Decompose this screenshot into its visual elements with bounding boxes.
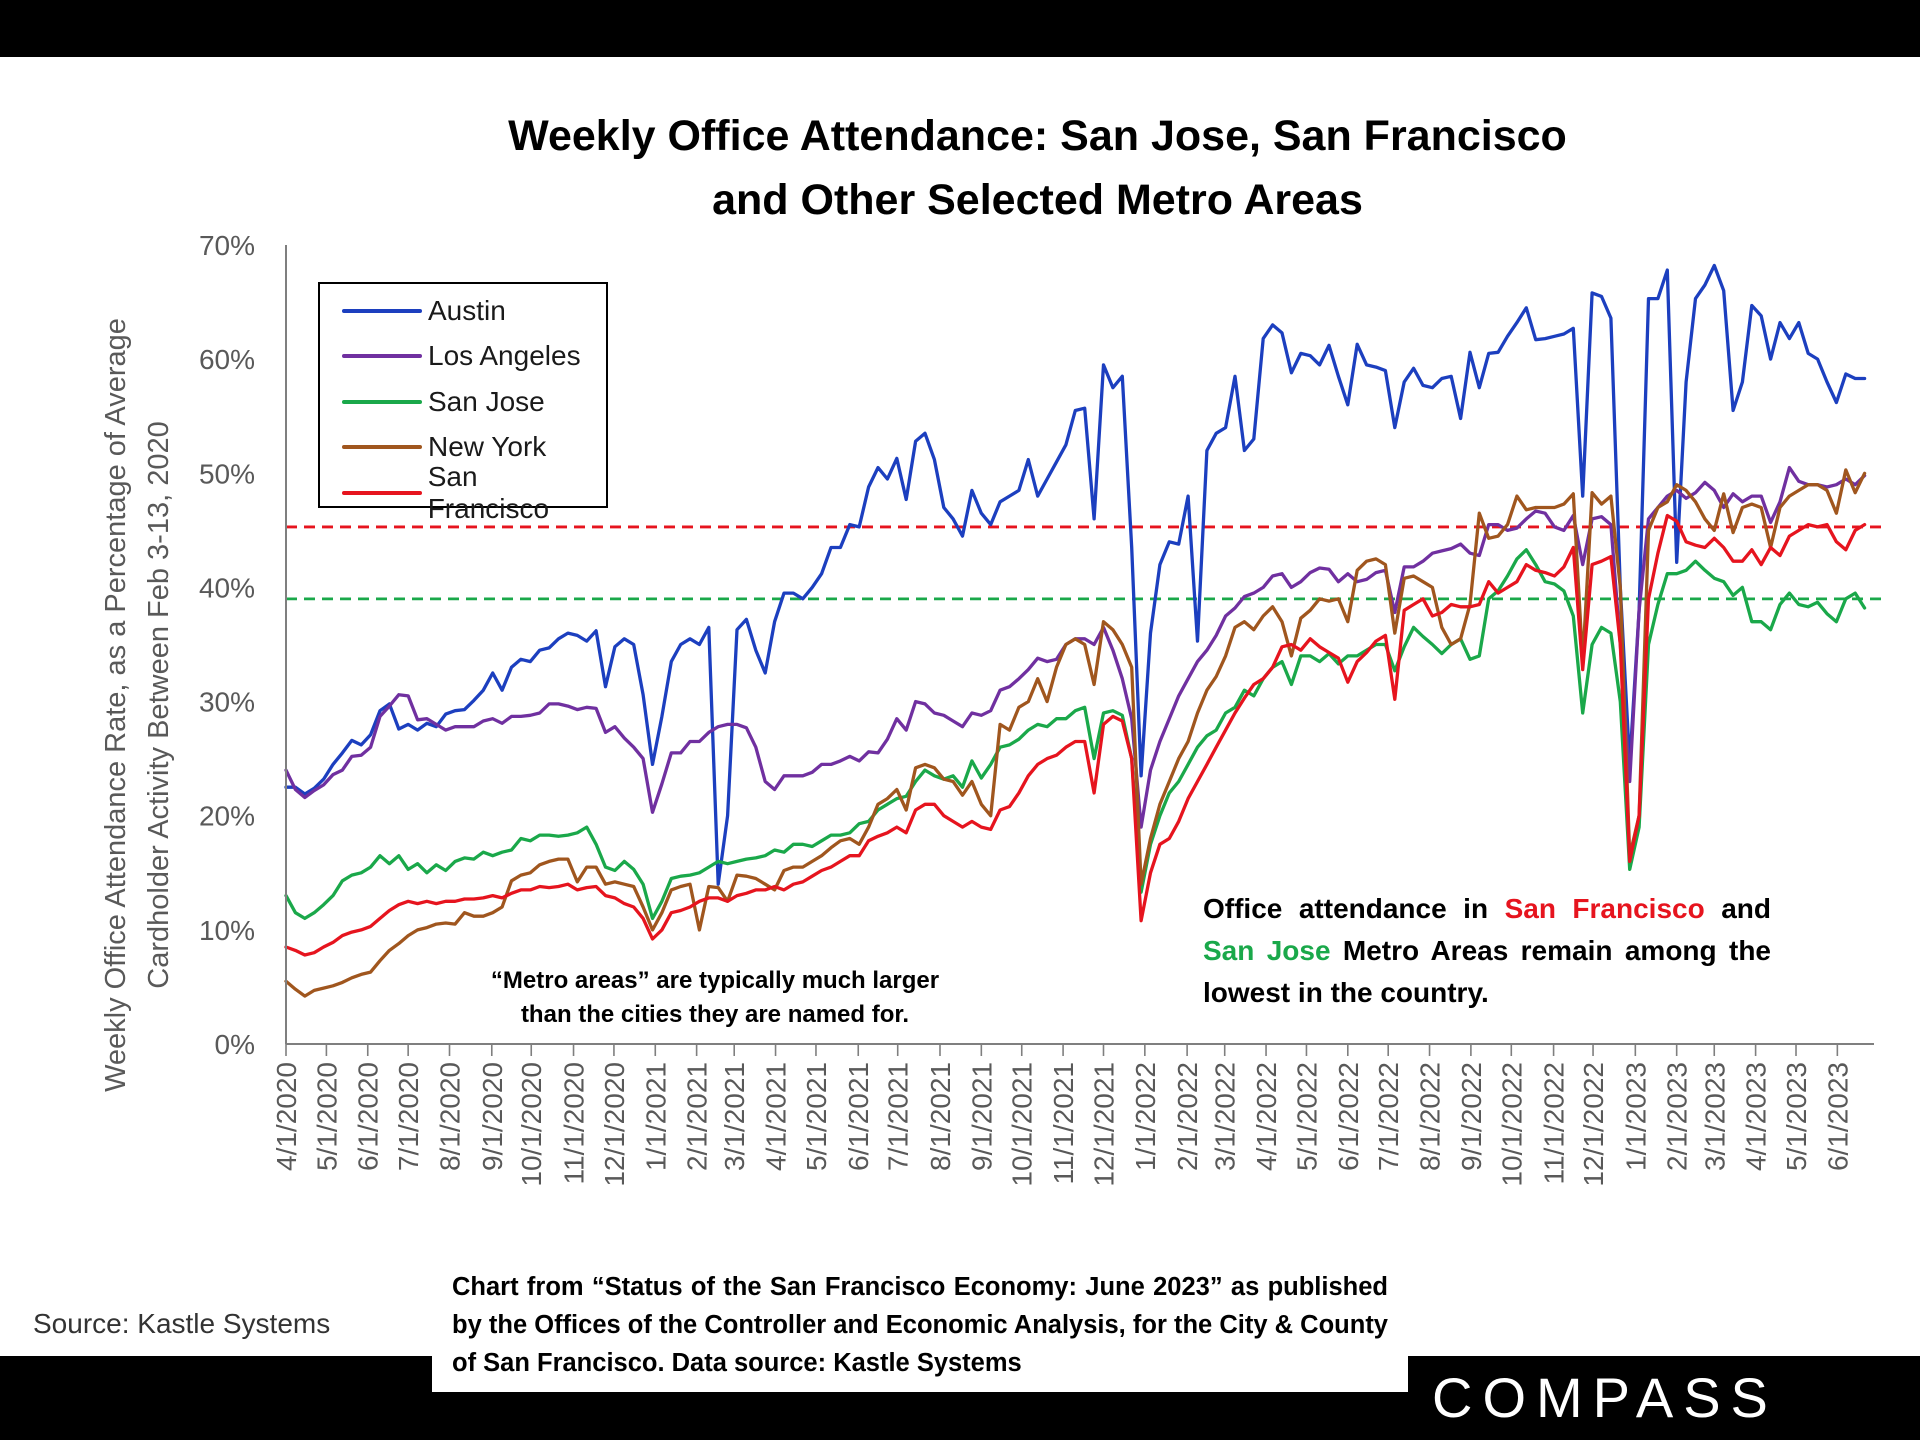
series-line-austin: [284, 263, 1867, 886]
x-tick-label: 6/1/2022: [1333, 1062, 1364, 1171]
legend-swatch-los-angeles: [342, 354, 422, 359]
x-tick-label: 5/1/2021: [801, 1062, 832, 1171]
chart-title-line-2: and Other Selected Metro Areas: [712, 176, 1363, 224]
x-tick-label: 4/1/2023: [1741, 1062, 1772, 1171]
x-tick-label: 3/1/2021: [719, 1062, 750, 1171]
y-tick-label: 50%: [199, 458, 255, 489]
legend-item-new-york: New York: [320, 425, 606, 471]
axes: [285, 245, 1874, 1056]
x-tick-label: 1/1/2021: [640, 1062, 671, 1171]
x-tick-label: 7/1/2020: [393, 1062, 424, 1171]
legend-label-new-york: New York: [428, 431, 547, 463]
x-tick-label: 10/1/2022: [1496, 1062, 1527, 1187]
x-tick-label: 2/1/2021: [682, 1062, 713, 1171]
reference-lines: [286, 525, 1882, 601]
x-tick-label: 5/1/2020: [311, 1062, 342, 1171]
y-tick-label: 20%: [199, 801, 255, 832]
y-tick-label: 30%: [199, 687, 255, 718]
x-tick-label: 7/1/2021: [883, 1062, 914, 1171]
chart-legend: Austin Los Angeles San Jose New York San…: [318, 282, 608, 524]
y-tick-label: 70%: [199, 230, 255, 261]
x-tick-label: 11/1/2021: [1048, 1062, 1079, 1185]
x-tick-label: 7/1/2022: [1373, 1062, 1404, 1171]
x-tick-label: 12/1/2021: [1088, 1062, 1119, 1187]
metro-areas-note: “Metro areas” are typically much larger …: [440, 964, 990, 1032]
y-tick-label: 10%: [199, 915, 255, 946]
legend-label-austin: Austin: [428, 294, 506, 326]
attendance-note-san-jose: San Jose: [1203, 935, 1331, 966]
x-tick-label: 3/1/2022: [1210, 1062, 1241, 1171]
chart-title-line-1: Weekly Office Attendance: San Jose, San …: [508, 112, 1567, 160]
legend-swatch-austin: [342, 308, 422, 313]
legend-item-los-angeles: Los Angeles: [320, 334, 606, 380]
x-tick-label: 12/1/2020: [599, 1062, 630, 1187]
x-tick-label: 5/1/2023: [1781, 1062, 1812, 1171]
x-tick-label: 6/1/2023: [1822, 1062, 1853, 1171]
y-tick-label: 60%: [199, 344, 255, 375]
attendance-note: Office attendance in San Francisco and S…: [1203, 888, 1771, 1014]
legend-swatch-san-jose: [342, 399, 422, 404]
x-tick-label: 8/1/2020: [434, 1062, 465, 1171]
legend-item-austin: Austin: [320, 288, 606, 334]
series-line-san-jose: [284, 548, 1867, 921]
x-tick-label: 1/1/2023: [1620, 1062, 1651, 1171]
series-lines: [284, 263, 1867, 998]
legend-item-san-francisco: San Francisco: [320, 461, 606, 524]
attendance-note-san-francisco: San Francisco: [1504, 893, 1705, 924]
x-tick-label: 8/1/2022: [1415, 1062, 1446, 1171]
x-tick-label: 4/1/2020: [271, 1062, 302, 1171]
top-black-bar: [0, 0, 1920, 57]
chart-title: Weekly Office Attendance: San Jose, San …: [340, 104, 1735, 232]
x-tick-label: 11/1/2020: [559, 1062, 590, 1185]
legend-swatch-new-york: [342, 445, 422, 450]
legend-label-san-francisco: San Francisco: [427, 460, 550, 524]
citation-box: Chart from “Status of the San Francisco …: [432, 1262, 1408, 1392]
legend-label-san-jose: San Jose: [428, 385, 545, 417]
x-tick-label: 11/1/2022: [1539, 1062, 1570, 1185]
x-tick-label: 4/1/2021: [761, 1062, 792, 1171]
legend-swatch-san-francisco: [342, 490, 422, 495]
attendance-note-part-2: and: [1704, 893, 1772, 924]
x-tick-label: 9/1/2022: [1456, 1062, 1487, 1171]
attendance-note-part-1: Office attendance in: [1203, 893, 1505, 924]
series-line-new-york: [284, 468, 1867, 998]
series-line-san-francisco: [284, 513, 1867, 957]
x-tick-label: 4/1/2022: [1251, 1062, 1282, 1171]
y-tick-labels: 0% 10% 20% 30% 40% 50% 60% 70%: [199, 230, 255, 1060]
x-tick-label: 6/1/2021: [843, 1062, 874, 1171]
x-tick-label: 6/1/2020: [353, 1062, 384, 1171]
metro-note-line-1: “Metro areas” are typically much larger: [490, 967, 940, 994]
y-tick-label: 0%: [215, 1029, 255, 1060]
x-tick-label: 2/1/2022: [1172, 1062, 1203, 1171]
x-tick-label: 3/1/2023: [1699, 1062, 1730, 1171]
x-tick-label: 10/1/2021: [1007, 1062, 1038, 1187]
x-tick-label: 9/1/2020: [477, 1062, 508, 1171]
x-tick-label: 9/1/2021: [966, 1062, 997, 1171]
x-tick-label: 8/1/2021: [925, 1062, 956, 1171]
x-tick-label: 12/1/2022: [1578, 1062, 1609, 1187]
x-tick-label: 1/1/2022: [1130, 1062, 1161, 1171]
compass-logo: COMPASS: [1432, 1366, 1778, 1429]
source-label: Source: Kastle Systems: [33, 1308, 331, 1339]
x-tick-labels: 4/1/2020 5/1/2020 6/1/2020 7/1/2020 8/1/2020…: [271, 1062, 1853, 1187]
legend-item-san-jose: San Jose: [320, 379, 606, 425]
attendance-note-part-3: Metro Areas remain among the lowest in t…: [1203, 935, 1772, 1008]
x-tick-label: 10/1/2020: [516, 1062, 547, 1187]
y-tick-label: 40%: [199, 572, 255, 603]
legend-label-los-angeles: Los Angeles: [428, 340, 581, 372]
x-tick-label: 5/1/2022: [1291, 1062, 1322, 1171]
metro-note-line-2: than the cities they are named for.: [520, 1001, 910, 1028]
x-tick-label: 2/1/2023: [1662, 1062, 1693, 1171]
